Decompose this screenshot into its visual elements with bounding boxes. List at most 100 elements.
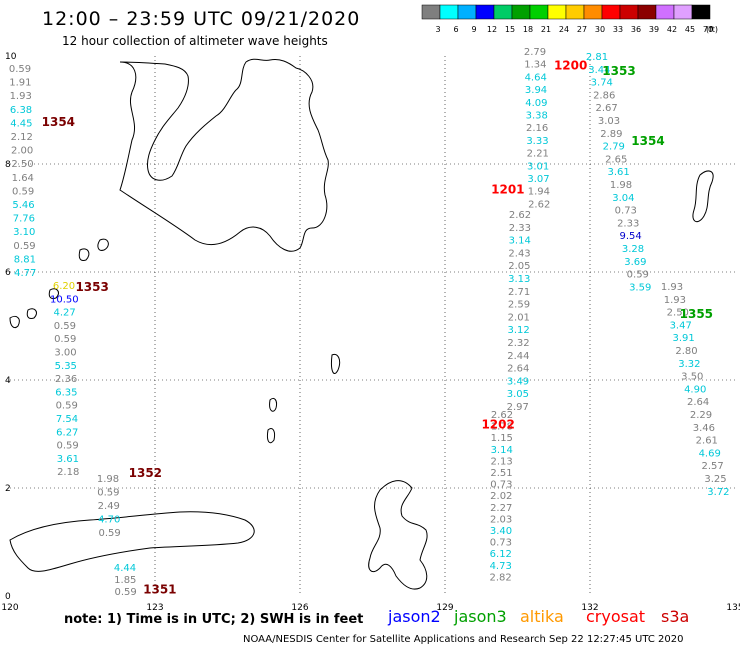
wave-height-value: 1.93 <box>664 295 686 306</box>
wave-height-value: 4.45 <box>10 118 32 129</box>
wave-height-value: 2.61 <box>696 436 718 447</box>
wave-height-value: 1.15 <box>491 433 513 444</box>
wave-height-value: 1.91 <box>9 78 31 89</box>
wave-height-value: 2.43 <box>508 248 530 259</box>
colorbar-label: 3 <box>435 25 440 34</box>
wave-height-value: 3.72 <box>707 487 729 498</box>
colorbar-label: 27 <box>577 25 587 34</box>
wave-height-value: 3.44 <box>588 65 610 76</box>
wave-height-value: 3.47 <box>670 320 692 331</box>
wave-height-value: 3.12 <box>508 325 530 336</box>
wave-height-value: 2.00 <box>11 146 33 157</box>
lat-tick-label: 0 <box>5 592 11 602</box>
wave-height-value: 2.01 <box>508 312 530 323</box>
wave-height-value: 3.01 <box>527 161 549 172</box>
wave-height-value: 3.03 <box>598 116 620 127</box>
lon-tick-label: 126 <box>291 603 308 613</box>
wave-height-value: 3.33 <box>526 136 548 147</box>
pass-label: 1353 <box>75 280 108 294</box>
lon-tick-label: 123 <box>146 603 163 613</box>
colorbar-label: 42 <box>667 25 677 34</box>
colorbar-label: 33 <box>613 25 623 34</box>
wave-height-value: 4.27 <box>53 308 75 319</box>
wave-height-value: 5.46 <box>12 200 34 211</box>
wave-height-value: 2.27 <box>490 503 512 514</box>
wave-height-value: 3.04 <box>612 193 634 204</box>
colorbar-label: 18 <box>523 25 533 34</box>
wave-height-value: 2.64 <box>687 397 709 408</box>
wave-height-value: 0.73 <box>615 206 637 217</box>
wave-height-value: 2.16 <box>526 123 548 134</box>
wave-height-value: 2.80 <box>675 346 697 357</box>
wave-height-value: 0.73 <box>490 480 512 491</box>
wave-height-value: 2.65 <box>605 154 627 165</box>
wave-height-value: 4.69 <box>699 448 721 459</box>
wave-height-value: 2.50 <box>667 308 689 319</box>
axis-tick-layer: 120 123 126 129 132 135 0 2 4 6 8 10 <box>1 52 740 613</box>
wave-height-value: 10.50 <box>50 294 79 305</box>
grid-layer <box>10 56 735 596</box>
page-title: 12:00 – 23:59 UTC 09/21/2020 <box>42 8 361 30</box>
wave-height-value: 6.35 <box>55 387 77 398</box>
wave-height-value: 1.98 <box>610 180 632 191</box>
wave-height-value: 5.35 <box>55 361 77 372</box>
wave-height-value: 7.54 <box>56 414 78 425</box>
wave-height-value: 2.86 <box>593 90 615 101</box>
wave-height-value: 2.13 <box>490 456 512 467</box>
colorbar-label: 70 <box>703 25 713 34</box>
pass-label: 1353 <box>602 64 635 78</box>
wave-height-value: 3.46 <box>693 423 715 434</box>
wave-height-value: 1.64 <box>12 173 34 184</box>
pass-label: 1352 <box>129 466 162 480</box>
colorbar-unit: (ft) <box>706 25 718 34</box>
wave-height-value: 2.05 <box>508 261 530 272</box>
wave-height-value: 3.50 <box>681 372 703 383</box>
wave-height-value: 0.59 <box>98 528 120 539</box>
lon-tick-label: 129 <box>436 603 453 613</box>
wave-height-value: 3.74 <box>591 78 613 89</box>
wave-height-value: 2.89 <box>600 129 622 140</box>
wave-height-value: 4.73 <box>490 561 512 572</box>
lat-tick-label: 10 <box>5 52 17 62</box>
colorbar-swatch <box>691 4 711 20</box>
wave-height-value: 2.57 <box>701 461 723 472</box>
wave-height-value: 2.97 <box>507 402 529 413</box>
wave-height-value: 2.62 <box>528 199 550 210</box>
wave-height-value: 0.59 <box>13 241 35 252</box>
wave-height-value: 2.36 <box>55 374 77 385</box>
colorbar-label: 12 <box>487 25 497 34</box>
colorbar-label: 24 <box>559 25 569 34</box>
wave-height-value: 6.38 <box>10 105 32 116</box>
wave-height-value: 2.49 <box>98 501 120 512</box>
wave-height-value: 2.59 <box>508 300 530 311</box>
satellite-legend-item: cryosat <box>586 607 646 626</box>
sulawesi-minahasa-coast <box>9 511 255 572</box>
wave-height-value: 1.78 <box>491 422 513 433</box>
pass-label: 1202 <box>481 418 514 432</box>
wave-height-value: 2.18 <box>57 467 79 478</box>
lon-tick-label: 120 <box>1 603 18 613</box>
pass-label: 1201 <box>491 183 524 197</box>
wave-height-value: 3.13 <box>508 274 530 285</box>
wave-height-value: 0.59 <box>54 321 76 332</box>
wave-height-value: 6.20 <box>53 281 75 292</box>
wave-height-value: 4.90 <box>684 384 706 395</box>
wave-height-value: 4.64 <box>525 72 547 83</box>
wave-height-value: 4.44 <box>114 563 136 574</box>
wave-height-value: 0.59 <box>627 270 649 281</box>
wave-height-value: 3.61 <box>607 167 629 178</box>
wave-height-value: 2.71 <box>508 287 530 298</box>
wave-height-value: 3.10 <box>13 227 35 238</box>
wave-height-value: 3.38 <box>526 111 548 122</box>
wave-height-value: 2.62 <box>509 210 531 221</box>
colorbar-label: 9 <box>471 25 476 34</box>
lat-tick-label: 4 <box>5 376 11 386</box>
wave-height-value: 8.81 <box>14 254 36 265</box>
wave-height-value: 2.03 <box>490 514 512 525</box>
lon-tick-label: 132 <box>581 603 598 613</box>
wave-height-value: 3.00 <box>54 348 76 359</box>
colorbar-label: 15 <box>505 25 515 34</box>
wave-height-value: 0.73 <box>490 538 512 549</box>
wave-height-value: 2.02 <box>490 491 512 502</box>
altimeter-passes-layer: 0.59 1.91 1.93 6.38 4.45 2.12 2.00 2.50 1.64 0.59… <box>9 47 730 598</box>
